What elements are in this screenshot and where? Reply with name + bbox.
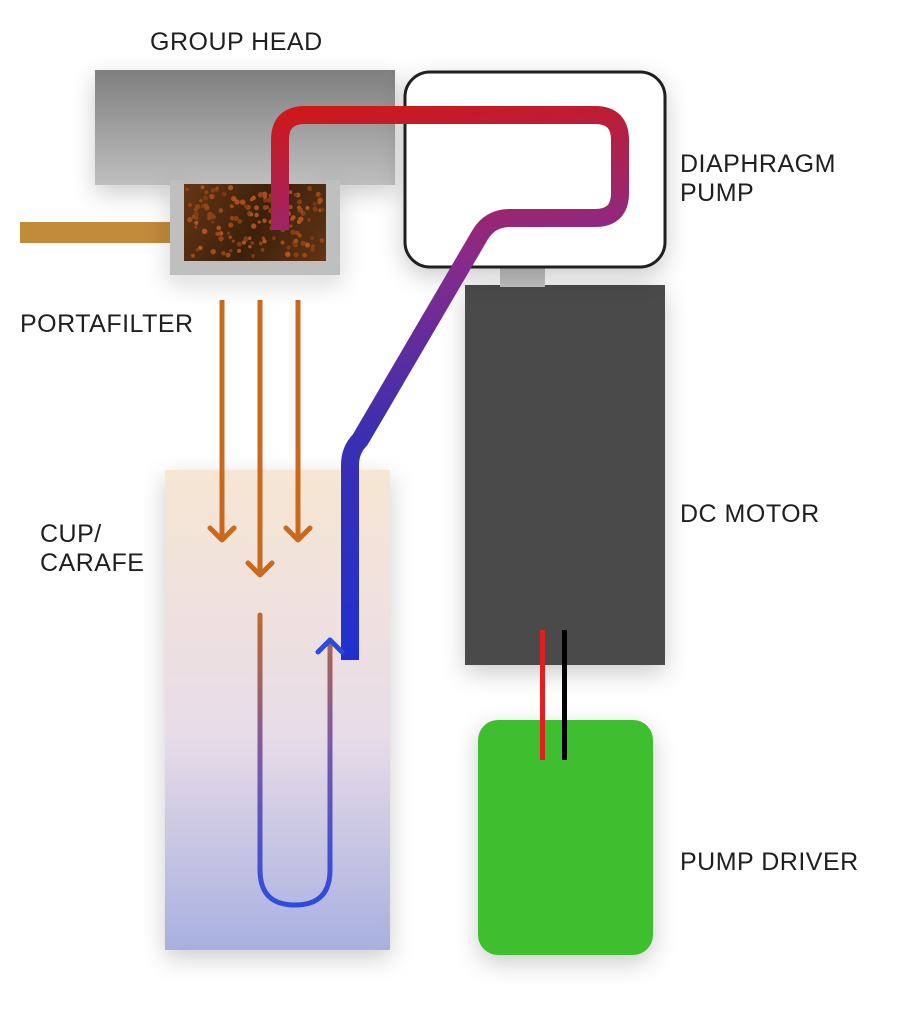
label-group-head: GROUP HEAD (150, 28, 323, 57)
label-diaphragm: DIAPHRAGM PUMP (680, 150, 836, 208)
label-dc-motor: DC MOTOR (680, 500, 820, 529)
dc-motor (465, 285, 665, 665)
wire-red (540, 630, 545, 760)
wire-black (562, 630, 567, 760)
label-pump-driver: PUMP DRIVER (680, 848, 859, 877)
portafilter-handle (20, 222, 170, 243)
group-head (95, 70, 395, 185)
label-cup: CUP/ CARAFE (40, 520, 144, 578)
drip-arrows (210, 300, 310, 575)
label-portafilter: PORTAFILTER (20, 310, 194, 339)
